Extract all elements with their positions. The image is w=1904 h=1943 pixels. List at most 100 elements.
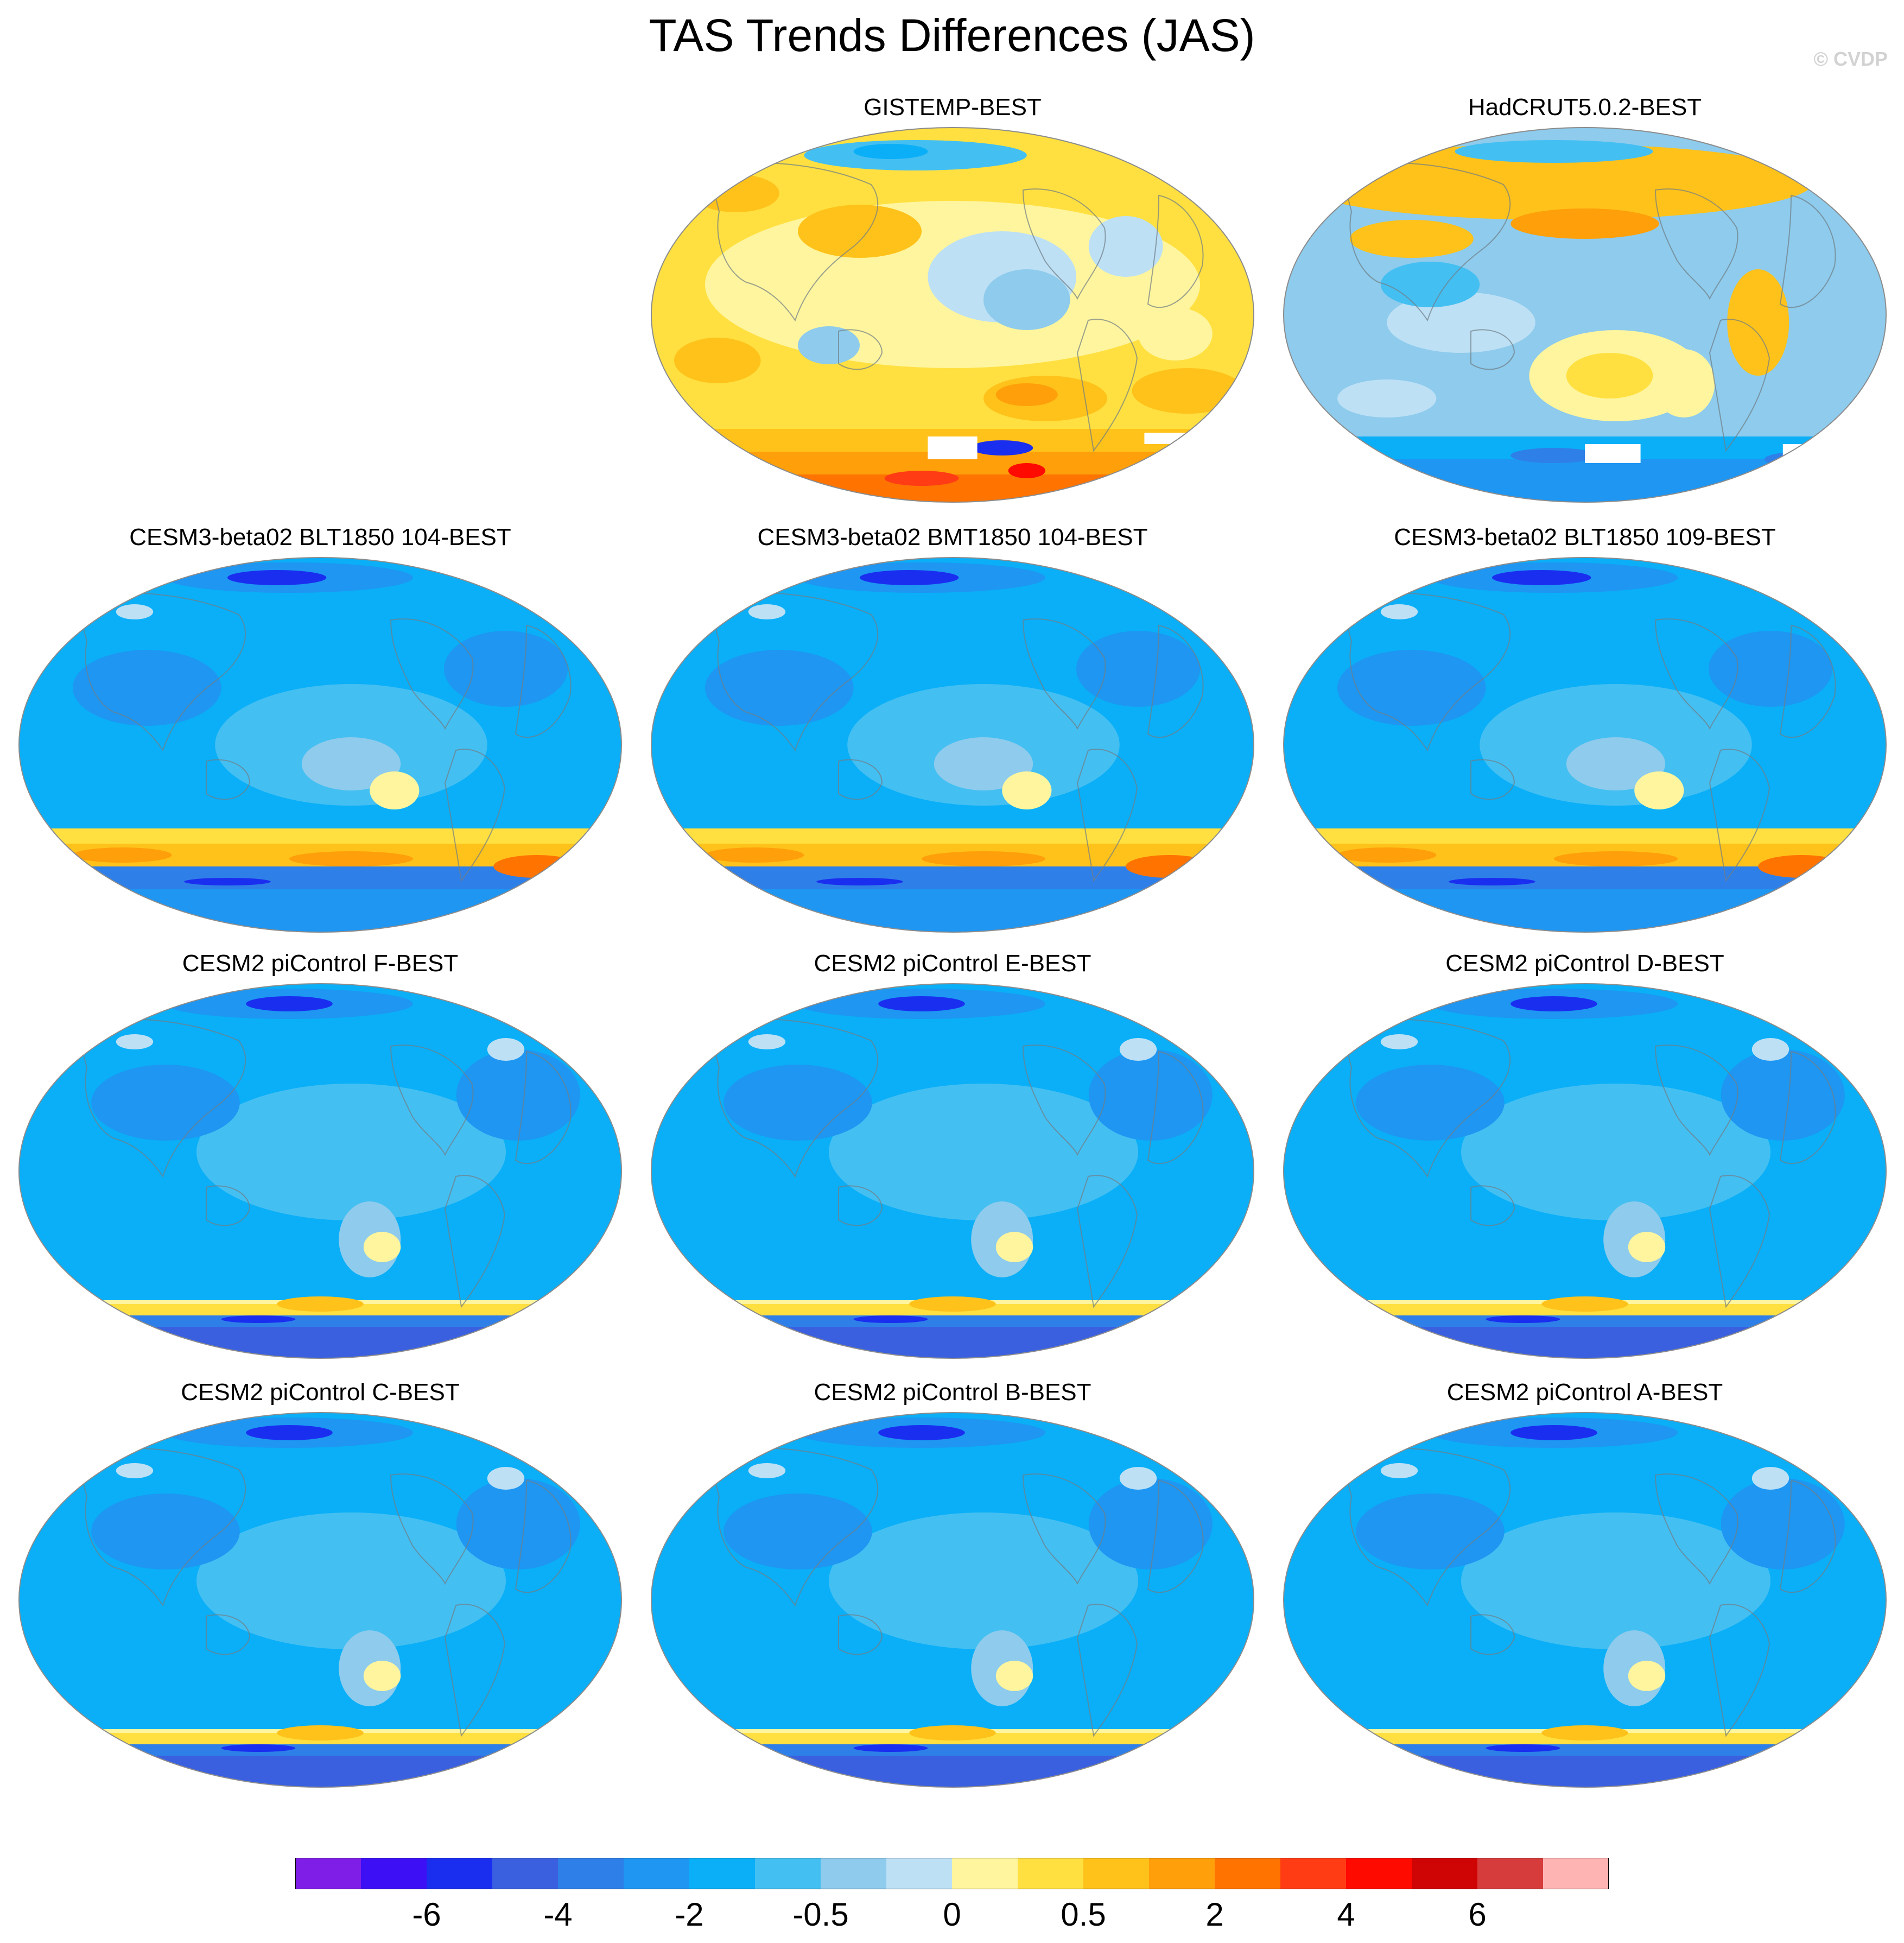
anomaly-region	[1554, 851, 1678, 866]
coastline	[1022, 188, 1106, 300]
coastline	[1076, 1175, 1138, 1308]
anomaly-region	[1008, 463, 1045, 478]
anomaly-region	[370, 771, 420, 809]
map-cesm3-blt1850-109	[1283, 557, 1887, 933]
anomaly-region	[301, 737, 401, 790]
colorbar-swatch	[361, 1858, 427, 1889]
latitude-band	[651, 1756, 1254, 1787]
colorbar-swatch	[1280, 1858, 1346, 1889]
latitude-band	[19, 1327, 621, 1358]
colorbar-tick-label: -2	[675, 1896, 704, 1933]
missing-data	[1782, 444, 1814, 459]
coastline	[515, 1479, 572, 1593]
colorbar-swatch	[427, 1858, 492, 1889]
anomaly-region	[1088, 1478, 1213, 1569]
map-field	[19, 558, 621, 932]
coastline	[1654, 1045, 1738, 1156]
anomaly-region	[73, 847, 172, 863]
anomaly-region	[1088, 216, 1163, 277]
anomaly-region	[1541, 1725, 1628, 1741]
map-cesm2-a	[1283, 1412, 1887, 1788]
coastline	[75, 592, 246, 752]
anomaly-region	[971, 440, 1033, 455]
anomaly-region	[444, 631, 568, 707]
colorbar-swatch	[689, 1858, 755, 1889]
anomaly-region	[909, 1725, 996, 1741]
figure-title: TAS Trends Differences (JAS)	[649, 10, 1255, 61]
coastline	[838, 759, 883, 800]
coastline	[206, 1614, 251, 1655]
anomaly-region	[816, 878, 903, 885]
map-panel-cesm2-b: CESM2 piControl B-BEST	[643, 1376, 1262, 1811]
colorbar-swatch	[492, 1858, 558, 1889]
coastline	[707, 162, 879, 322]
coastline	[1076, 749, 1138, 882]
anomaly-region	[860, 570, 959, 585]
colorbar-swatch	[1149, 1858, 1215, 1889]
colorbar-swatch	[1083, 1858, 1149, 1889]
coastline	[444, 749, 506, 882]
panel-title: CESM2 piControl F-BEST	[182, 950, 459, 977]
anomaly-region	[91, 1065, 240, 1141]
colorbar-swatch	[821, 1858, 886, 1889]
anomaly-region	[1449, 878, 1535, 885]
latitude-band	[19, 1756, 621, 1787]
coastline	[1470, 1614, 1515, 1655]
map-outline	[18, 1412, 622, 1788]
anomaly-region	[1492, 570, 1591, 585]
anomaly-region	[1380, 1463, 1418, 1478]
panel-title: GISTEMP-BEST	[864, 94, 1042, 121]
colorbar-tick-label: -6	[412, 1896, 441, 1933]
map-outline	[1283, 127, 1887, 503]
coastline	[75, 1018, 246, 1178]
anomaly-region	[1380, 262, 1480, 307]
panel-title: CESM2 piControl D-BEST	[1445, 950, 1724, 977]
panel-title: CESM2 piControl C-BEST	[181, 1379, 460, 1406]
coastline	[390, 1045, 474, 1156]
anomaly-region	[693, 174, 779, 212]
anomaly-region	[1119, 1467, 1157, 1490]
coastline	[1779, 624, 1836, 738]
map-hadcrut	[1283, 127, 1887, 503]
coastline	[1654, 618, 1738, 730]
map-panel-cesm2-c: CESM2 piControl C-BEST	[11, 1376, 630, 1811]
anomaly-region	[1349, 220, 1474, 258]
missing-data	[1585, 444, 1641, 463]
coastline	[707, 1018, 879, 1178]
coastline	[1470, 1185, 1515, 1226]
anomaly-region	[723, 1493, 872, 1569]
map-outline	[1283, 557, 1887, 933]
anomaly-region	[221, 1315, 296, 1323]
anomaly-region	[1721, 1049, 1845, 1141]
anomaly-region	[289, 851, 413, 866]
colorbar-swatch	[886, 1858, 952, 1889]
anomaly-region	[487, 1467, 525, 1490]
panel-title: CESM2 piControl A-BEST	[1446, 1379, 1723, 1406]
coastline	[1779, 1050, 1836, 1164]
anomaly-region	[456, 1049, 580, 1141]
map-panel-hadcrut: HadCRUT5.0.2-BEST	[1275, 91, 1894, 526]
anomaly-region	[1751, 1038, 1789, 1061]
colorbar-frame	[295, 1858, 1609, 1889]
anomaly-region	[1337, 847, 1437, 863]
colorbar-swatch	[1477, 1858, 1543, 1889]
colorbar-swatch	[1412, 1858, 1477, 1889]
coastline	[1340, 162, 1511, 322]
anomaly-region	[922, 851, 1045, 866]
anomaly-region	[909, 1296, 996, 1312]
colorbar-swatch	[1543, 1858, 1609, 1889]
anomaly-region	[798, 205, 922, 258]
colorbar-tick-label: 4	[1337, 1896, 1355, 1933]
map-outline	[651, 557, 1254, 933]
colorbar-tick-label: 0	[943, 1896, 961, 1933]
map-outline	[18, 557, 622, 933]
coastline	[390, 1473, 474, 1585]
panel-title: CESM3-beta02 BMT1850 104-BEST	[757, 524, 1148, 550]
anomaly-region	[995, 383, 1058, 406]
coastline	[1076, 319, 1138, 452]
coastline	[1147, 1050, 1204, 1164]
coastline	[515, 1050, 572, 1164]
panel-title: HadCRUT5.0.2-BEST	[1468, 94, 1702, 121]
anomaly-region	[246, 1425, 333, 1440]
coastline	[1779, 1479, 1836, 1593]
